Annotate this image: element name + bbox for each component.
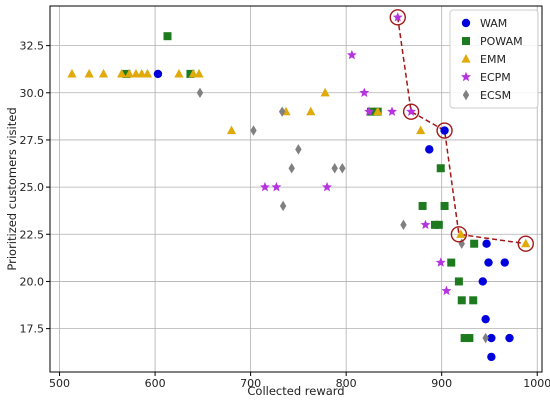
powam-point (470, 239, 479, 248)
legend-marker-wam (461, 18, 471, 28)
powam-point (122, 69, 131, 78)
emm-point (98, 68, 109, 78)
emm-point (84, 68, 94, 78)
ecsm-point (339, 163, 346, 174)
ecsm-point (196, 87, 204, 98)
wam-point (481, 314, 490, 324)
y-tick-label: 17.5 (20, 323, 45, 336)
legend-label-wam: WAM (480, 17, 507, 30)
wam-point (440, 126, 449, 135)
ecpm-point (441, 285, 452, 296)
powam-point (436, 164, 445, 173)
ecsm-point (482, 332, 489, 344)
x-tick-label: 500 (49, 377, 70, 390)
powam-point (434, 220, 443, 229)
x-tick-label: 700 (240, 377, 261, 390)
x-tick-label: 600 (145, 377, 166, 390)
y-tick-label: 27.5 (20, 134, 45, 147)
y-tick-label: 30.0 (20, 87, 45, 100)
powam-point (454, 277, 463, 286)
legend-label-powam: POWAM (480, 35, 523, 48)
legend: WAM POWAM EMM ECPM ECSM (449, 9, 539, 109)
axis-ticks: 500 600 700 800 900 1000 17.5 20.0 22.5 25.0 27.5 3… (20, 40, 550, 390)
emm-point (67, 68, 77, 78)
wam-point (482, 239, 491, 248)
x-tick-label: 1000 (523, 377, 550, 390)
powam-point (440, 201, 449, 210)
ecpm-point (359, 87, 370, 97)
emm-point (142, 68, 153, 78)
emm-point (194, 68, 204, 78)
grid-lines (50, 6, 542, 372)
ecsm-point (279, 200, 287, 212)
x-tick-label: 900 (431, 377, 452, 390)
ecpm-point (271, 181, 282, 192)
emm-point (416, 125, 426, 135)
wam-point (478, 277, 487, 286)
y-tick-label: 25.0 (20, 181, 45, 194)
ecpm-point (392, 12, 403, 22)
emm-point (456, 229, 466, 238)
emm-point (306, 106, 316, 116)
powam-point (186, 69, 195, 78)
ecpm-point (435, 257, 446, 267)
x-axis-label: Collected reward (247, 384, 344, 398)
wam-point (500, 258, 509, 267)
powam-point (447, 258, 456, 267)
ecsm-point (250, 125, 257, 136)
emm-point (521, 238, 531, 248)
pareto-circle (389, 9, 406, 26)
legend-marker-ecsm (462, 89, 470, 101)
emm-point (117, 68, 127, 78)
pareto-circle (402, 103, 420, 120)
ecsm-point (288, 163, 295, 174)
legend-label-ecsm: ECSM (480, 89, 511, 102)
y-axis-label: Prioritized customers visited (5, 107, 19, 270)
plot-frame (49, 5, 543, 373)
pareto-circle (436, 122, 453, 139)
powam-point (465, 334, 474, 343)
legend-marker-powam (462, 37, 470, 45)
y-tick-label: 22.5 (20, 228, 45, 241)
y-tick-label: 20.0 (20, 275, 45, 288)
ecpm-point (420, 219, 431, 230)
legend-marker-emm (461, 54, 471, 63)
y-tick-label: 32.5 (20, 40, 45, 53)
emm-point (373, 106, 383, 116)
pareto-circle (450, 226, 468, 243)
ecpm-point (322, 181, 332, 192)
ecsm-point (331, 163, 338, 174)
ecpm-point (364, 106, 375, 116)
wam-point (484, 258, 493, 267)
powam-point (460, 334, 469, 343)
ecsm-point (278, 106, 286, 117)
x-tick-label: 800 (336, 377, 357, 390)
ecpm-point (387, 106, 397, 116)
ecpm-point (406, 106, 417, 116)
emm-point (174, 68, 184, 78)
ecsm-point (295, 144, 302, 155)
pareto-circle (517, 235, 534, 252)
wam-point (487, 333, 496, 343)
legend-label-emm: EMM (480, 53, 506, 66)
powam-point (469, 296, 478, 305)
wam-point (425, 145, 434, 154)
ecsm-point (400, 219, 407, 231)
emm-point (124, 68, 134, 78)
wam-point (487, 352, 496, 362)
legend-label-ecpm: ECPM (480, 71, 511, 84)
ecpm-point (260, 181, 270, 192)
powam-point (163, 32, 172, 41)
powam-point (418, 201, 427, 210)
ecpm-point (346, 49, 357, 60)
data-points (67, 9, 534, 362)
wam-point (505, 333, 514, 343)
powam-point (457, 296, 466, 305)
emm-point (320, 87, 330, 97)
legend-box (449, 9, 539, 109)
legend-marker-ecpm (461, 71, 471, 82)
emm-point (226, 125, 237, 135)
wam-point (153, 69, 163, 79)
